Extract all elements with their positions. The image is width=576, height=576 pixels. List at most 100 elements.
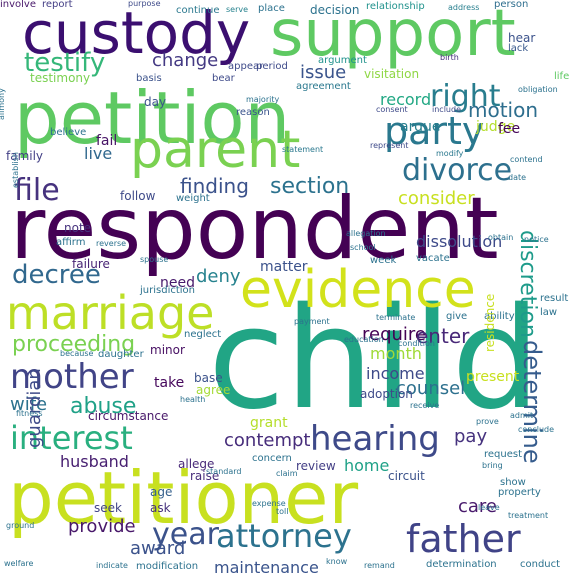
- word-argue: argue: [400, 119, 441, 135]
- word-record: record: [380, 90, 432, 109]
- word-consent: consent: [376, 105, 408, 114]
- word-indicate: indicate: [96, 561, 128, 570]
- word-because: because: [60, 349, 94, 358]
- word-age: age: [150, 485, 173, 499]
- word-need: need: [160, 275, 195, 291]
- word-agree: agree: [196, 383, 231, 397]
- word-hearing: hearing: [310, 419, 440, 459]
- word-contend: contend: [510, 155, 543, 164]
- word-conduct: conduct: [520, 559, 561, 570]
- word-modify: modify: [436, 149, 464, 158]
- word-visitation: visitation: [364, 67, 420, 81]
- word-prove: prove: [476, 417, 499, 426]
- word-parent: parent: [130, 120, 301, 180]
- word-income: income: [366, 364, 425, 383]
- word-week: week: [370, 255, 397, 266]
- word-alimony: alimony: [0, 88, 6, 120]
- word-adoption: adoption: [360, 387, 413, 401]
- word-home: home: [344, 456, 390, 475]
- word-year: year: [152, 517, 219, 552]
- word-family: family: [6, 149, 44, 163]
- word-continue: continue: [176, 5, 220, 16]
- word-change: change: [152, 50, 219, 71]
- word-expense: expense: [252, 499, 286, 508]
- word-agreement: agreement: [296, 81, 351, 92]
- word-hear: hear: [508, 31, 536, 45]
- word-care: care: [458, 496, 498, 517]
- word-education: education: [344, 335, 384, 344]
- word-follow: follow: [120, 189, 156, 203]
- word-maintenance: maintenance: [214, 558, 319, 576]
- word-modification: modification: [136, 561, 199, 572]
- word-argument: argument: [318, 55, 367, 66]
- word-welfare: welfare: [4, 559, 34, 568]
- word-birth: birth: [440, 53, 459, 62]
- word-include: include: [432, 105, 461, 114]
- word-obligation: obligation: [518, 85, 558, 94]
- word-testimony: testimony: [30, 71, 91, 85]
- word-note: note: [64, 221, 92, 235]
- word-basis: basis: [136, 73, 162, 84]
- word-child: child: [208, 278, 541, 441]
- word-reason: reason: [236, 107, 270, 118]
- word-live: live: [84, 144, 113, 163]
- word-abuse: abuse: [70, 394, 137, 419]
- word-purpose: purpose: [128, 0, 161, 8]
- word-vacate: vacate: [416, 253, 450, 264]
- word-proceeding: proceeding: [12, 332, 136, 357]
- word-wife: wife: [10, 394, 48, 415]
- word-spouse: spouse: [140, 255, 169, 264]
- word-raise: raise: [190, 469, 220, 483]
- word-serve: serve: [226, 5, 249, 14]
- word-husband: husband: [60, 452, 129, 471]
- word-period: period: [256, 61, 288, 72]
- word-payment: payment: [294, 317, 330, 326]
- word-support: support: [270, 0, 516, 71]
- word-appear: appear: [228, 61, 264, 72]
- word-month: month: [370, 344, 422, 363]
- word-show: show: [500, 477, 526, 488]
- word-ground: ground: [6, 521, 35, 530]
- word-request: request: [484, 449, 523, 460]
- word-obtain: obtain: [488, 233, 514, 242]
- word-mother: mother: [10, 357, 134, 397]
- word-person: person: [494, 0, 529, 10]
- word-dissolution: dissolution: [416, 232, 503, 251]
- word-affirm: affirm: [56, 237, 86, 248]
- word-section: section: [270, 174, 350, 199]
- word-remand: remand: [364, 561, 395, 570]
- word-daughter: daughter: [98, 349, 144, 360]
- word-give: give: [446, 311, 468, 322]
- word-result: result: [540, 293, 569, 304]
- word-treatment: treatment: [508, 511, 549, 520]
- word-know: know: [326, 557, 348, 566]
- word-minor: minor: [150, 343, 185, 357]
- word-motion: motion: [468, 98, 539, 122]
- word-take: take: [154, 375, 185, 391]
- word-counsel: counsel: [396, 378, 466, 399]
- word-circuit: circuit: [388, 469, 425, 483]
- word-attorney: attorney: [216, 517, 352, 555]
- word-toll: toll: [276, 507, 289, 516]
- word-neglect: neglect: [184, 329, 222, 340]
- word-lack: lack: [508, 43, 529, 54]
- word-respondent: respondent: [10, 179, 499, 279]
- word-evidence: evidence: [240, 260, 476, 320]
- word-involve: involve: [0, 0, 37, 10]
- word-present: present: [466, 369, 520, 385]
- word-review: review: [296, 459, 336, 473]
- word-receive: receive: [410, 401, 440, 410]
- word-allegation: allegation: [346, 229, 386, 238]
- word-address: address: [448, 3, 480, 12]
- word-seek: seek: [94, 501, 122, 515]
- word-property: property: [498, 487, 541, 498]
- word-file: file: [14, 173, 60, 208]
- word-discretion: discretion: [515, 230, 540, 338]
- word-determination: determination: [426, 559, 497, 570]
- word-health: health: [180, 395, 206, 404]
- word-conclude: conclude: [518, 425, 555, 434]
- word-pay: pay: [454, 426, 488, 447]
- word-fail: fail: [96, 133, 118, 149]
- word-admit: admit: [510, 411, 534, 420]
